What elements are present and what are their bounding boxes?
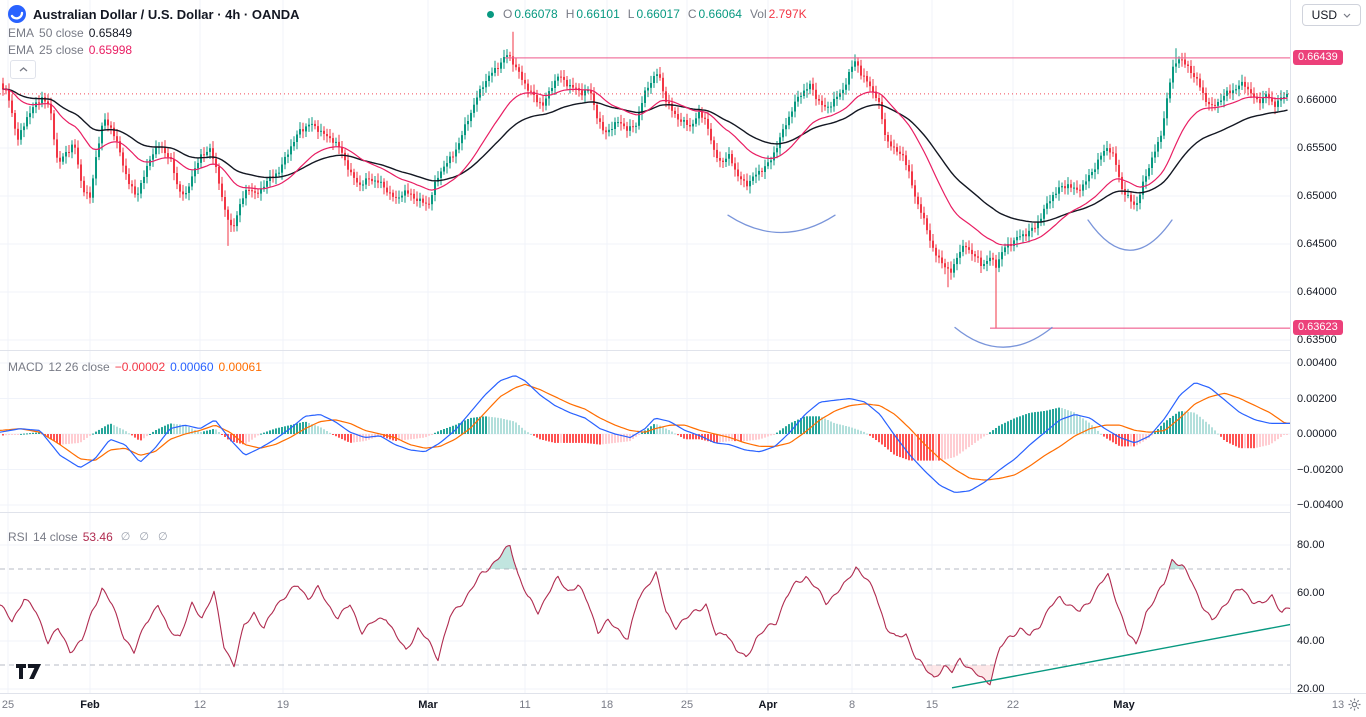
- rsi-axis-label: 20.00: [1297, 683, 1325, 695]
- ema50-name: EMA: [8, 25, 35, 40]
- price-axis-label: 0.65500: [1297, 142, 1337, 154]
- axis-settings-gear-icon[interactable]: [1348, 698, 1361, 716]
- low-label: L: [627, 7, 635, 21]
- time-axis-label: 19: [276, 699, 290, 711]
- time-axis-label: Feb: [80, 699, 100, 711]
- volume-label: Vol: [749, 7, 767, 21]
- open-label: O: [503, 7, 513, 21]
- time-axis-label: 15: [925, 699, 939, 711]
- ema25-value: 0.65998: [88, 42, 133, 57]
- main-symbol-legend: Australian Dollar / U.S. Dollar · 4h · O…: [8, 4, 807, 79]
- close-label: C: [687, 7, 697, 21]
- time-axis-label: 18: [600, 699, 614, 711]
- high-value: 0.66101: [576, 7, 620, 21]
- price-axis-label: 0.65000: [1297, 190, 1337, 202]
- macd-line-value: 0.00060: [170, 359, 214, 374]
- price-line-badge: 0.63623: [1293, 320, 1343, 336]
- close-value: 0.66064: [698, 7, 742, 21]
- ema25-name: EMA: [8, 42, 35, 57]
- ohlc-readout: O 0.66078 H 0.66101 L 0.66017 C 0.66064 …: [487, 7, 815, 21]
- rsi-axis-label: 40.00: [1297, 635, 1325, 647]
- rsi-axis-label: 80.00: [1297, 539, 1325, 551]
- time-axis-label: 25: [1, 699, 15, 711]
- chevron-down-icon: [1343, 13, 1351, 18]
- macd-axis-label: 0.00200: [1297, 392, 1337, 405]
- rsi-value: 53.46: [82, 529, 113, 544]
- high-label: H: [565, 7, 575, 21]
- rsi-name: RSI: [8, 529, 29, 544]
- macd-axis-label: 0.00400: [1297, 357, 1337, 369]
- open-value: 0.66078: [514, 7, 558, 21]
- price-axis-label: 0.66000: [1297, 94, 1337, 106]
- price-axis-label: 0.63500: [1297, 334, 1337, 346]
- time-axis-label: May: [1113, 699, 1135, 711]
- time-axis-label: 11: [519, 699, 531, 711]
- rsi-params: 14 close: [33, 529, 78, 544]
- macd-signal-value: 0.00061: [218, 359, 262, 374]
- currency-label: USD: [1311, 8, 1337, 22]
- low-value: 0.66017: [636, 7, 680, 21]
- disabled-plot-icons: ∅ ∅ ∅: [120, 531, 171, 543]
- ema25-legend[interactable]: EMA 25 close 0.65998: [8, 41, 300, 58]
- macd-legend[interactable]: MACD 12 26 close −0.00002 0.00060 0.0006…: [8, 358, 262, 375]
- time-axis[interactable]: 25 Feb 12 19 Mar 11 18 25 Apr 8 15 22 May 13: [0, 693, 1366, 717]
- volume-value: 2.797K: [768, 7, 807, 21]
- symbol-logo: [8, 5, 26, 23]
- time-axis-label: 8: [848, 699, 856, 711]
- macd-axis-label: 0.00000: [1297, 428, 1337, 440]
- ema50-legend[interactable]: EMA 50 close 0.65849: [8, 24, 300, 41]
- tradingview-logo[interactable]: [16, 664, 43, 684]
- price-axis[interactable]: 0.66000 0.65500 0.65000 0.64500 0.64000 0.635…: [1290, 0, 1366, 695]
- time-axis-label: 13: [1331, 699, 1345, 711]
- time-axis-label: Mar: [418, 699, 438, 711]
- ema25-params: 25 close: [39, 42, 84, 57]
- symbol-title: Australian Dollar / U.S. Dollar · 4h · O…: [33, 6, 300, 22]
- market-status-dot[interactable]: [487, 10, 494, 18]
- rsi-legend[interactable]: RSI 14 close 53.46 ∅ ∅ ∅: [8, 528, 171, 545]
- legend-collapse-button[interactable]: [10, 60, 36, 79]
- time-axis-label: Apr: [758, 699, 778, 711]
- symbol-title-row[interactable]: Australian Dollar / U.S. Dollar · 4h · O…: [8, 4, 300, 24]
- macd-axis-label: −0.00200: [1297, 463, 1344, 476]
- time-axis-label: 25: [680, 699, 694, 711]
- macd-name: MACD: [8, 359, 44, 374]
- price-line-badge: 0.66439: [1293, 49, 1343, 65]
- macd-params: 12 26 close: [48, 359, 110, 374]
- time-axis-label: 12: [193, 699, 207, 711]
- ema50-value: 0.65849: [88, 25, 133, 40]
- chevron-up-icon: [19, 67, 28, 72]
- macd-hist-value: −0.00002: [114, 359, 166, 374]
- ema50-params: 50 close: [39, 25, 84, 40]
- rsi-axis-label: 60.00: [1297, 587, 1325, 599]
- price-axis-label: 0.64000: [1297, 286, 1337, 298]
- price-axis-label: 0.64500: [1297, 238, 1337, 250]
- macd-axis-label: −0.00400: [1297, 499, 1344, 511]
- time-axis-label: 22: [1006, 699, 1020, 711]
- currency-selector-button[interactable]: USD: [1301, 4, 1361, 26]
